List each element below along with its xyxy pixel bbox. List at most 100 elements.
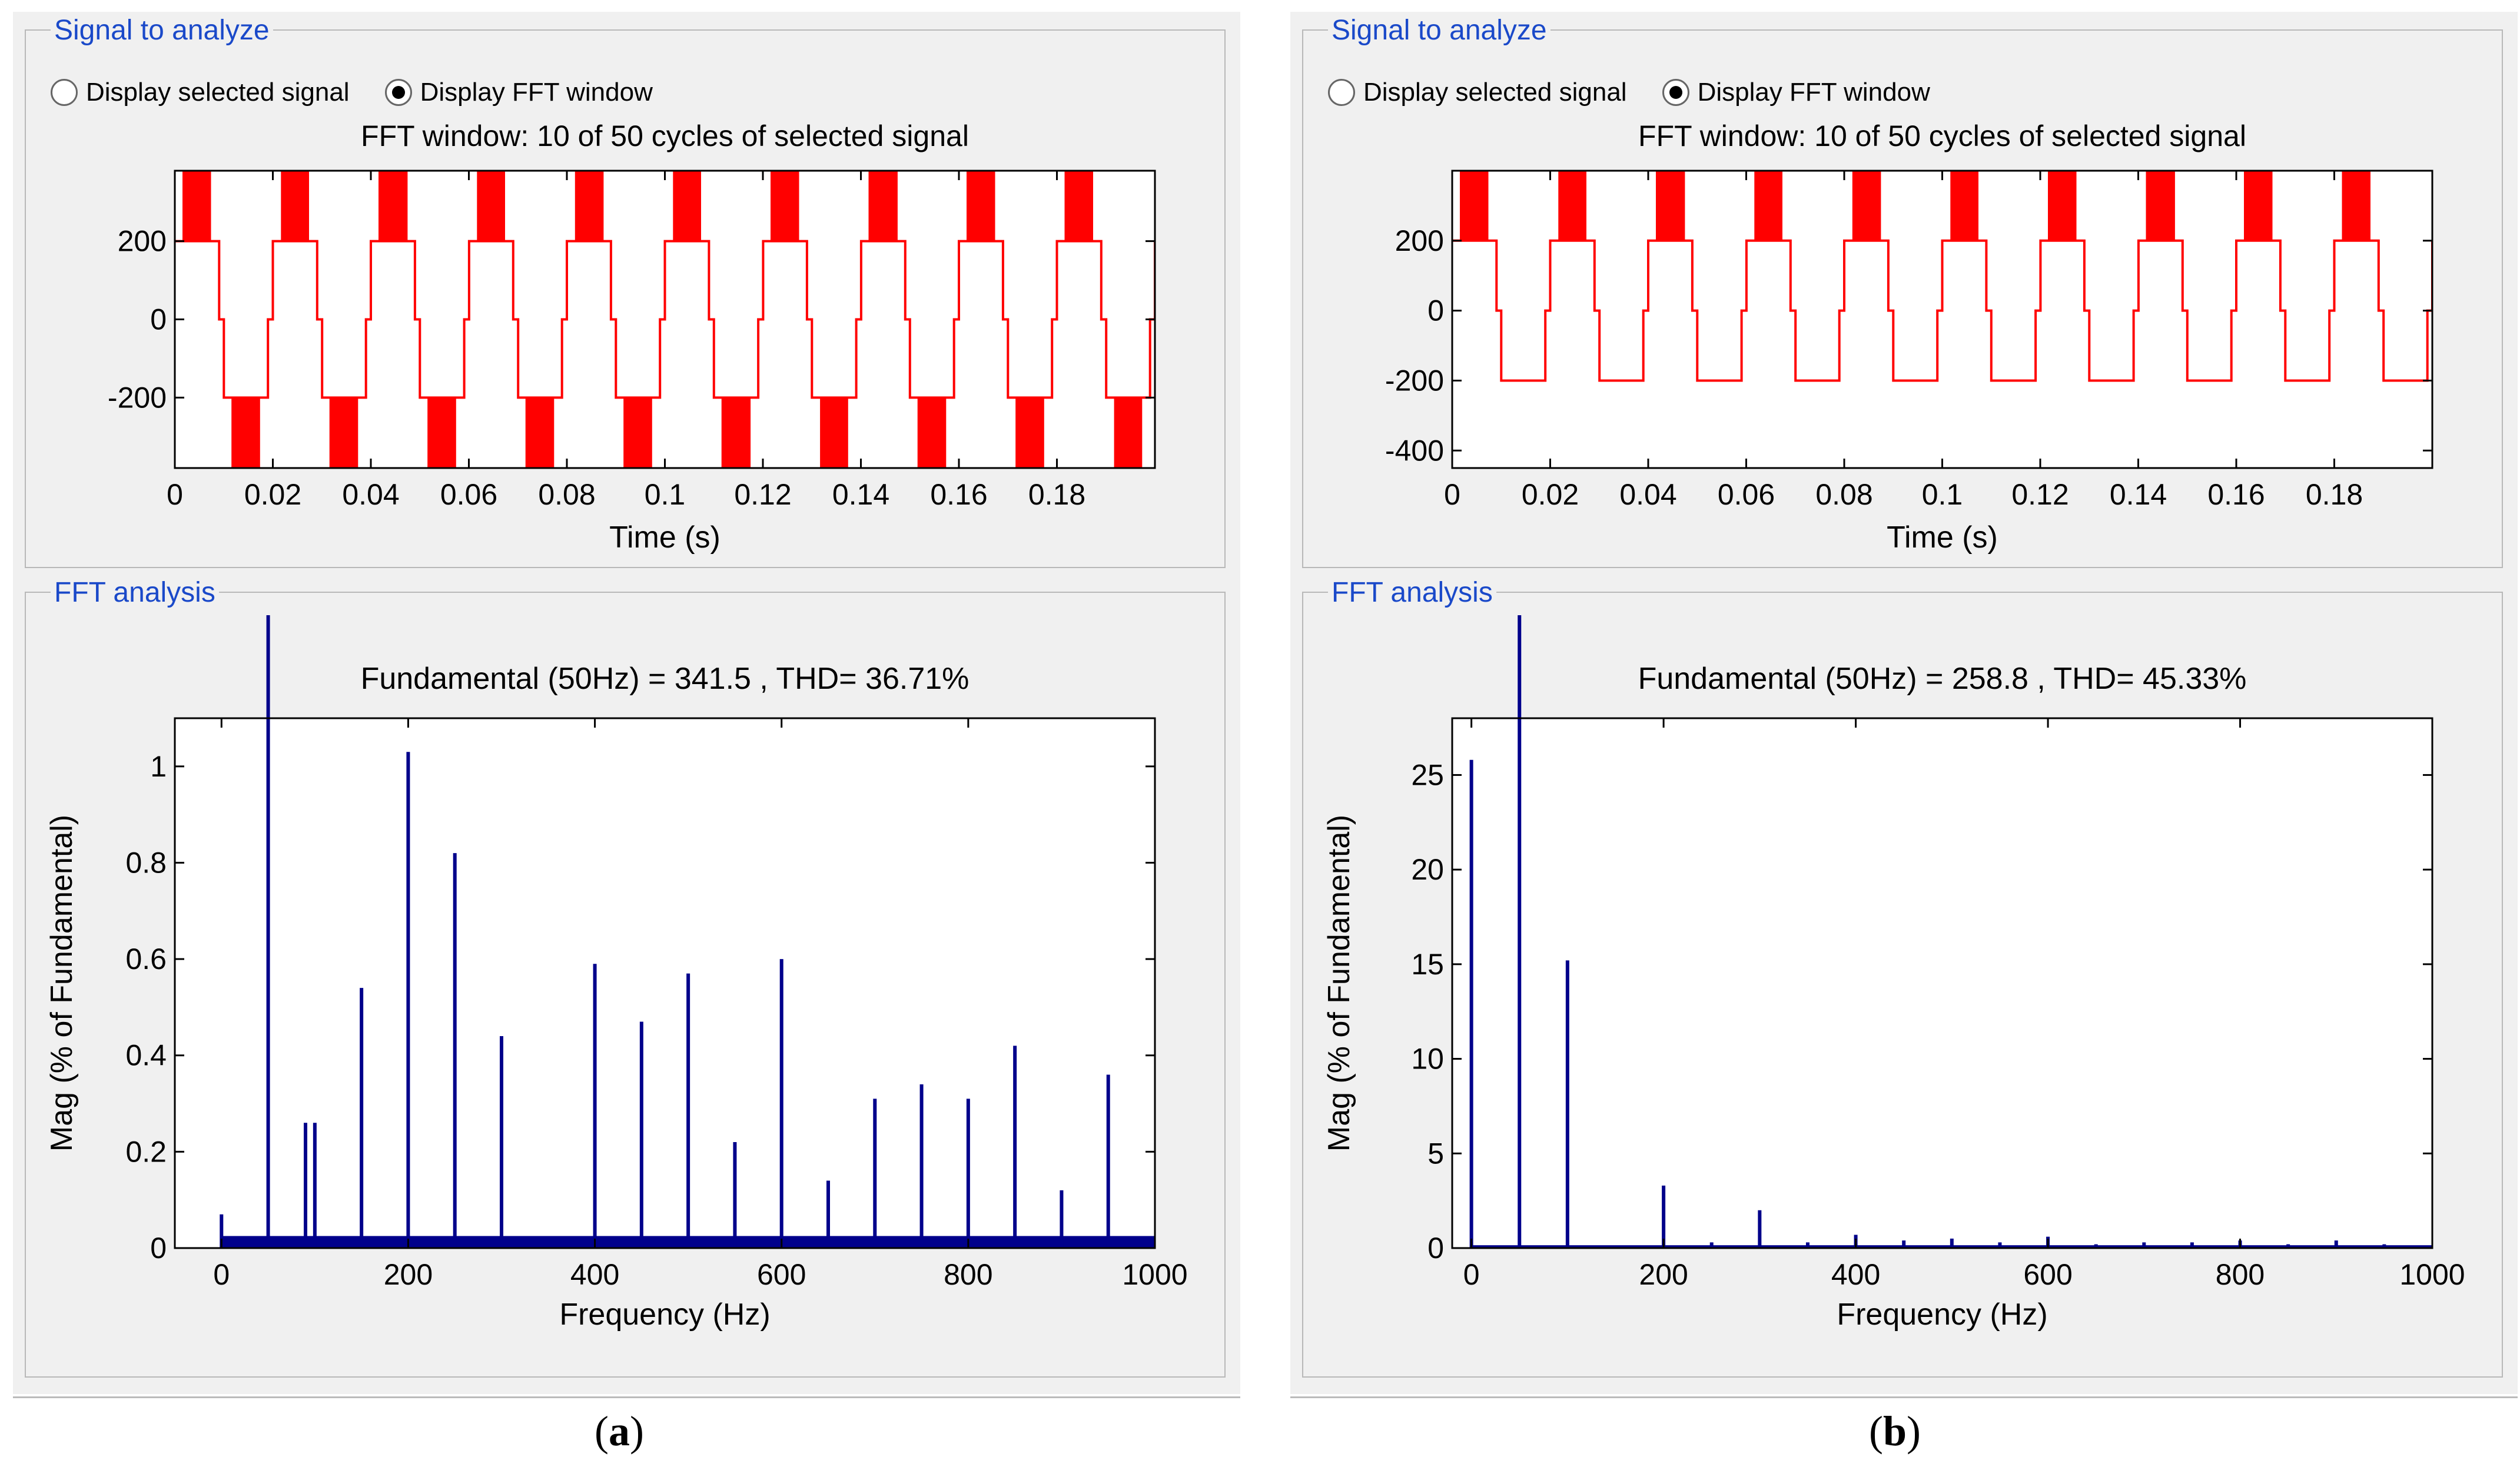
a-time-xtick-label: 0.18	[1028, 478, 1085, 511]
separator-b	[1290, 1396, 2518, 1398]
b-fft-ylabel: Mag (% of Fundamental)	[1322, 815, 1356, 1152]
caption-b: (b)	[1869, 1408, 1921, 1455]
fft-analysis-group-a: FFT analysis	[25, 576, 1226, 1378]
display-selected-signal-label-b: Display selected signal	[1363, 78, 1627, 107]
panel-b-plots: FFT window: 10 of 50 cycles of selected …	[1322, 120, 2465, 1332]
a-time-xtick-label: 0.04	[342, 478, 399, 511]
a-time-xtick-label: 0.06	[440, 478, 497, 511]
a-fft-ticks: 0 200 400 600 800 1000 0 0.2 0.4 0.6 0.8 1	[125, 718, 1188, 1291]
a-fft-xtick-label: 1000	[1122, 1258, 1187, 1291]
b-time-signal-line	[1452, 171, 2432, 382]
a-time-xtick-label: 0.14	[832, 478, 889, 511]
b-fft-ytick-label: 15	[1411, 948, 1444, 981]
signal-to-analyze-group-a: Signal to analyze Display selected signa…	[25, 14, 1226, 568]
a-fft-ylabel: Mag (% of Fundamental)	[45, 815, 79, 1152]
a-fft-xtick-label: 400	[570, 1258, 619, 1291]
signal-to-analyze-group-b: Signal to analyze Display selected signa…	[1302, 14, 2503, 568]
b-fft-ytick-label: 5	[1427, 1137, 1444, 1170]
radio-unchecked-icon[interactable]	[51, 79, 78, 106]
b-time-xtick-label: 0.08	[1815, 478, 1872, 511]
b-time-xtick-label: 0	[1444, 478, 1460, 511]
a-fft-xtick-label: 600	[757, 1258, 806, 1291]
b-fft-xtick-label: 400	[1831, 1258, 1880, 1291]
panel-b: Signal to analyze Display selected signa…	[1290, 12, 2518, 1394]
radio-unchecked-icon[interactable]	[1328, 79, 1355, 106]
b-fft-xtick-label: 0	[1463, 1258, 1480, 1291]
a-time-xtick-label: 0.12	[734, 478, 791, 511]
a-fft-ytick-label: 0.4	[125, 1039, 167, 1072]
a-time-xtick-label: 0.16	[930, 478, 987, 511]
a-fft-ytick-label: 0.8	[125, 846, 167, 879]
a-fft-xtick-label: 0	[213, 1258, 230, 1291]
display-mode-radios-b: Display selected signal Display FFT wind…	[1328, 78, 1965, 107]
display-selected-signal-label-a: Display selected signal	[86, 78, 350, 107]
b-fft-ytick-label: 25	[1411, 758, 1444, 791]
separator-a	[13, 1396, 1240, 1398]
b-time-ytick-label: -200	[1385, 364, 1444, 397]
b-time-xtick-label: 0.06	[1718, 478, 1775, 511]
a-fft-xtick-label: 200	[384, 1258, 433, 1291]
a-time-ticks: 0 0.02 0.04 0.06 0.08 0.1 0.12 0.14 0.16 0.18 -200…	[108, 171, 1155, 511]
a-time-xlabel: Time (s)	[609, 520, 721, 555]
display-fft-window-radio-b[interactable]: Display FFT window	[1662, 78, 1930, 107]
a-fft-ytick-label: 0	[150, 1232, 167, 1265]
signal-group-title-a: Signal to analyze	[51, 14, 273, 47]
a-fft-xtick-label: 800	[944, 1258, 992, 1291]
fft-group-title-b: FFT analysis	[1328, 576, 1496, 609]
b-time-ytick-label: 0	[1427, 294, 1444, 327]
b-time-ytick-label: -400	[1385, 434, 1444, 467]
display-fft-window-label-b: Display FFT window	[1697, 78, 1930, 107]
display-mode-radios-a: Display selected signal Display FFT wind…	[51, 78, 688, 107]
fft-analysis-group-b: FFT analysis	[1302, 576, 2503, 1378]
display-fft-window-radio-a[interactable]: Display FFT window	[384, 78, 653, 107]
b-fft-xlabel: Frequency (Hz)	[1837, 1298, 2047, 1332]
b-fft-ytick-label: 0	[1427, 1232, 1444, 1265]
a-fft-axes-frame	[174, 717, 1156, 1249]
b-time-ytick-label: 200	[1395, 224, 1444, 257]
display-selected-signal-radio-a[interactable]: Display selected signal	[51, 78, 350, 107]
a-time-title: FFT window: 10 of 50 cycles of selected …	[361, 120, 969, 152]
fft-group-title-a: FFT analysis	[51, 576, 219, 609]
a-time-xtick-label: 0.02	[244, 478, 301, 511]
b-time-xtick-label: 0.1	[1922, 478, 1963, 511]
a-fft-ytick-label: 0.2	[125, 1135, 167, 1168]
a-fft-xlabel: Frequency (Hz)	[559, 1298, 770, 1332]
b-fft-xtick-label: 600	[2023, 1258, 2072, 1291]
b-fft-xtick-label: 200	[1639, 1258, 1688, 1291]
b-fft-ticks: 0 200 400 600 800 1000 0 5 10 15 20 25	[1411, 718, 2465, 1291]
b-fft-title: Fundamental (50Hz) = 258.8 , THD= 45.33%	[1638, 662, 2247, 696]
display-selected-signal-radio-b[interactable]: Display selected signal	[1328, 78, 1627, 107]
b-time-xlabel: Time (s)	[1887, 520, 1998, 555]
radio-checked-icon[interactable]	[1662, 79, 1689, 106]
b-time-xtick-label: 0.02	[1522, 478, 1579, 511]
a-time-ytick-label: 200	[118, 225, 167, 258]
b-time-xtick-label: 0.18	[2306, 478, 2363, 511]
b-time-xtick-label: 0.16	[2207, 478, 2265, 511]
b-time-xtick-label: 0.12	[2011, 478, 2069, 511]
b-fft-axes-frame	[1451, 717, 2433, 1249]
display-fft-window-label-a: Display FFT window	[420, 78, 653, 107]
b-fft-xtick-label: 800	[2216, 1258, 2265, 1291]
b-fft-xtick-label: 1000	[2399, 1258, 2465, 1291]
a-time-xtick-label: 0.08	[538, 478, 595, 511]
panel-a-plots: FFT window: 10 of 50 cycles of selected …	[45, 120, 1188, 1332]
b-time-ticks: 0 0.02 0.04 0.06 0.08 0.1 0.12 0.14 0.16 0.18 -400…	[1385, 171, 2432, 511]
b-fft-ytick-label: 10	[1411, 1043, 1444, 1076]
a-fft-title: Fundamental (50Hz) = 341.5 , THD= 36.71%	[361, 662, 970, 696]
b-time-xtick-label: 0.14	[2110, 478, 2167, 511]
b-fft-plot-area	[1452, 718, 2432, 1248]
a-time-signal-line	[175, 171, 1155, 468]
a-time-xtick-label: 0.1	[645, 478, 686, 511]
b-fft-ytick-label: 20	[1411, 853, 1444, 886]
a-time-ytick-label: -200	[108, 381, 167, 414]
a-fft-ytick-label: 1	[150, 750, 167, 783]
radio-checked-icon[interactable]	[384, 79, 412, 106]
b-time-xtick-label: 0.04	[1619, 478, 1676, 511]
signal-group-title-b: Signal to analyze	[1328, 14, 1550, 47]
caption-a: (a)	[595, 1408, 644, 1455]
a-time-xtick-label: 0	[167, 478, 183, 511]
panel-a: Signal to analyze Display selected signa…	[13, 12, 1240, 1394]
b-time-title: FFT window: 10 of 50 cycles of selected …	[1638, 120, 2246, 152]
a-fft-plot-area	[175, 718, 1155, 1248]
a-fft-ytick-label: 0.6	[125, 943, 167, 975]
